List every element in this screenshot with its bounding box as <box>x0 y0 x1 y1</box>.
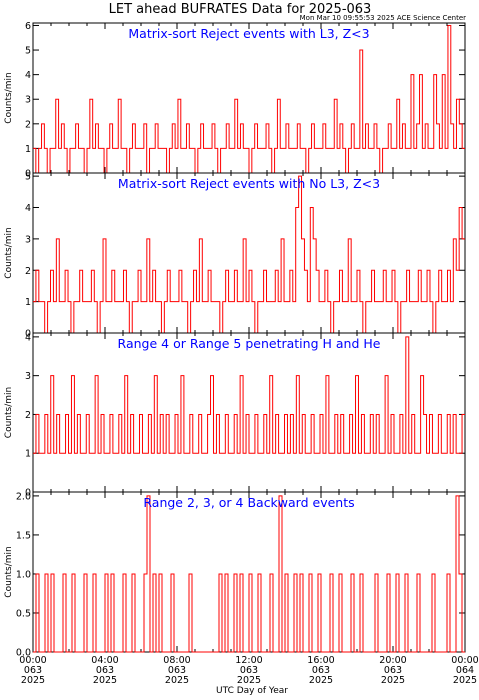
x-tick-label: 064 <box>456 665 474 676</box>
x-tick-label: 04:00 <box>91 655 118 666</box>
timestamp: Mon Mar 10 09:55:53 2025 ACE Science Cen… <box>300 14 466 22</box>
y-tick-label: 1 <box>25 449 31 460</box>
y-tick-label: 2 <box>25 410 31 421</box>
panel-title: Range 4 or Range 5 penetrating H and He <box>118 336 381 351</box>
y-tick-label: 4 <box>25 70 31 81</box>
x-axis-label: UTC Day of Year <box>216 686 288 696</box>
y-axis-label: Counts/min <box>4 546 14 597</box>
x-tick-label: 2025 <box>165 675 189 686</box>
y-tick-label: 3 <box>25 234 31 245</box>
x-tick-label: 16:00 <box>307 655 334 666</box>
x-tick-label: 2025 <box>453 675 477 686</box>
x-tick-label: 00:00 <box>19 655 46 666</box>
x-tick-label: 063 <box>168 665 186 676</box>
y-tick-label: 2.0 <box>16 491 31 502</box>
x-tick-label: 063 <box>240 665 258 676</box>
y-tick-label: 4 <box>25 203 31 214</box>
y-axis-label: Counts/min <box>4 227 14 278</box>
y-tick-label: 1 <box>25 297 31 308</box>
data-series-4 <box>33 495 465 653</box>
panel-title: Matrix-sort Reject events with No L3, Z<… <box>118 176 380 191</box>
y-tick-label: 0 <box>25 169 31 180</box>
x-tick-label: 063 <box>24 665 42 676</box>
y-tick-label: 4 <box>25 332 31 343</box>
panel-title: Matrix-sort Reject events with L3, Z<3 <box>128 26 369 41</box>
y-tick-label: 5 <box>25 46 31 57</box>
y-tick-label: 0.5 <box>16 608 31 619</box>
data-series-3 <box>33 336 465 454</box>
x-tick-label: 2025 <box>381 675 405 686</box>
y-tick-label: 2 <box>25 119 31 130</box>
y-tick-label: 1.0 <box>16 569 31 580</box>
panel-frame <box>32 172 466 334</box>
y-tick-label: 0 <box>25 329 31 340</box>
y-tick-label: 3 <box>25 95 31 106</box>
x-tick-label: 063 <box>96 665 114 676</box>
y-tick-label: 3 <box>25 371 31 382</box>
y-axis-label: Counts/min <box>4 387 14 438</box>
x-tick-label: 2025 <box>93 675 117 686</box>
x-tick-label: 20:00 <box>379 655 406 666</box>
x-tick-label: 00:00 <box>451 655 478 666</box>
chart-title: LET ahead BUFRATES Data for 2025-063 <box>109 2 372 17</box>
data-series-1 <box>33 24 465 174</box>
panel-title: Range 2, 3, or 4 Backward events <box>143 495 354 510</box>
x-tick-label: 063 <box>312 665 330 676</box>
y-axis-label: Counts/min <box>4 72 14 123</box>
x-tick-label: 2025 <box>309 675 333 686</box>
data-series-2 <box>33 175 465 334</box>
y-tick-label: 1.5 <box>16 530 31 541</box>
y-tick-label: 1 <box>25 144 31 155</box>
x-tick-label: 063 <box>384 665 402 676</box>
x-tick-label: 12:00 <box>235 655 262 666</box>
y-tick-label: 2 <box>25 266 31 277</box>
y-tick-label: 0 <box>25 488 31 499</box>
x-tick-label: 08:00 <box>163 655 190 666</box>
y-tick-label: 0.0 <box>16 648 31 659</box>
x-tick-label: 2025 <box>237 675 261 686</box>
y-tick-label: 6 <box>25 21 31 32</box>
y-tick-label: 5 <box>25 172 31 183</box>
x-tick-label: 2025 <box>21 675 45 686</box>
